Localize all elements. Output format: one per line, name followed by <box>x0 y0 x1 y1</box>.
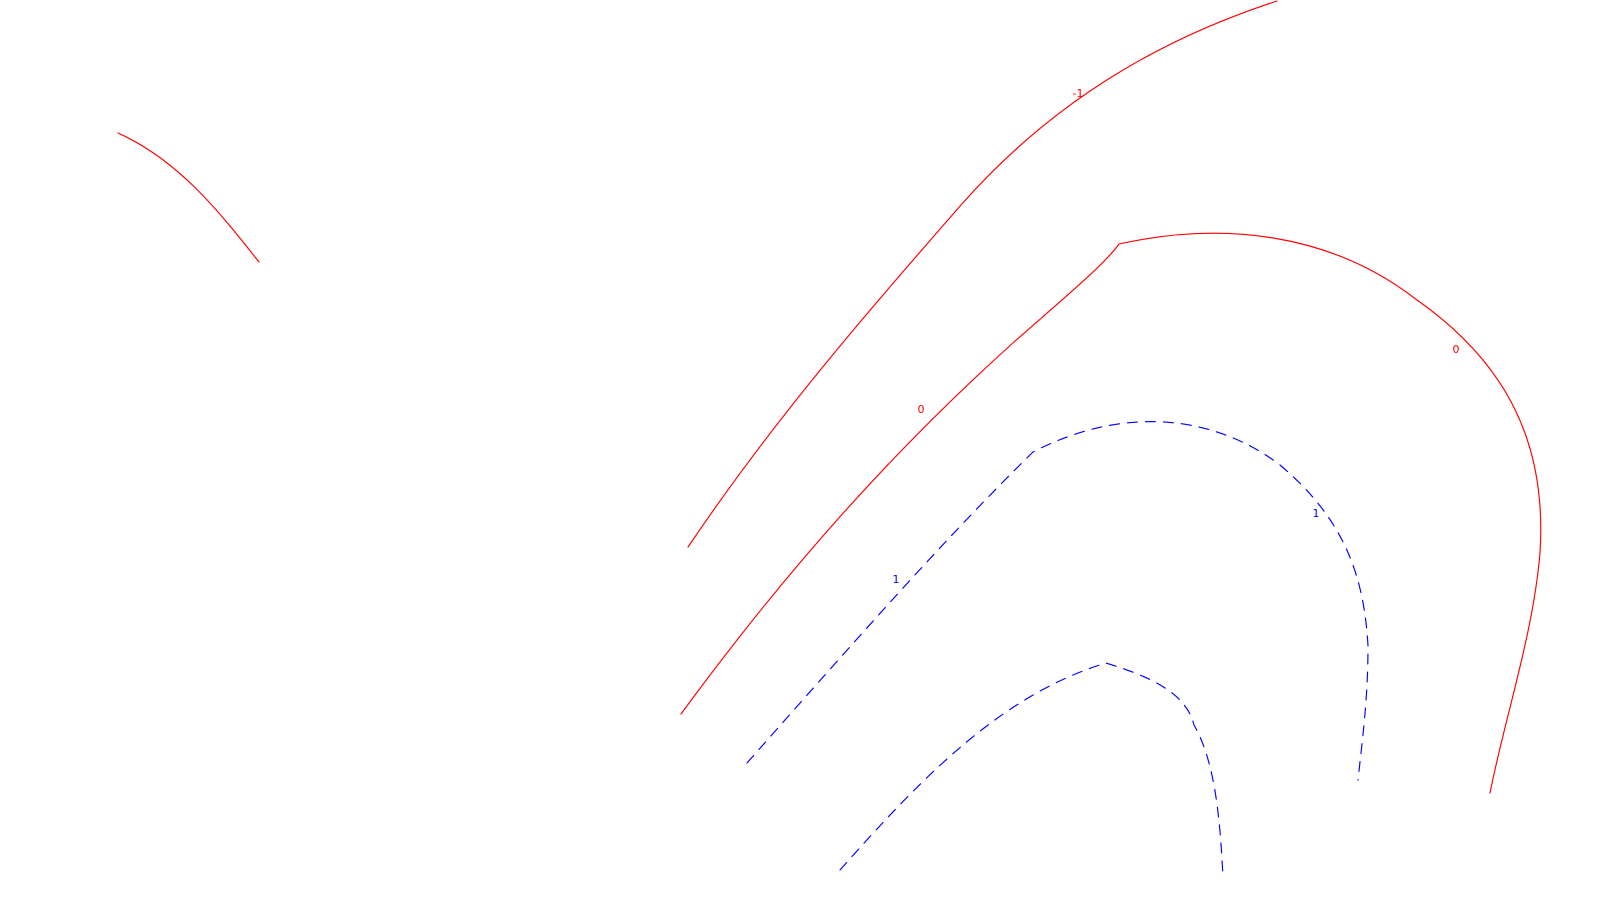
contour-upper-left-red <box>117 132 260 263</box>
contour-label-zero-left: 0 <box>918 403 925 416</box>
contour-lines-blue <box>746 421 1369 879</box>
contour-labels: -1 0 0 1 1 <box>893 87 1460 586</box>
contour-level-one-inner <box>839 662 1224 879</box>
contour-label-one-left: 1 <box>893 573 900 586</box>
contour-lines-red <box>117 0 1542 794</box>
contour-label-zero-right: 0 <box>1453 343 1460 356</box>
contour-level-minus-one <box>687 0 1278 548</box>
contour-level-zero <box>680 232 1542 794</box>
contour-label-one-right: 1 <box>1313 507 1320 520</box>
contour-label-minus-one: -1 <box>1073 87 1084 100</box>
contour-level-one <box>746 421 1369 781</box>
